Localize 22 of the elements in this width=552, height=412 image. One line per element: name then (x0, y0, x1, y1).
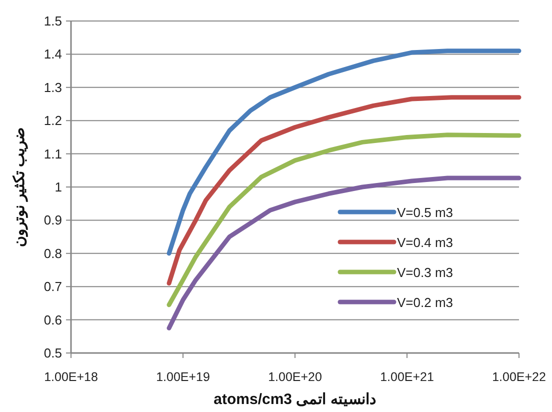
y-tick-label: 1 (54, 180, 62, 194)
y-tick-label: 0.5 (44, 346, 62, 360)
y-tick-label: 1.5 (44, 14, 62, 28)
y-tick-label: 0.6 (44, 312, 62, 328)
y-tick-label: 0.7 (44, 279, 62, 294)
y-tick-label: 1.1 (44, 146, 62, 162)
y-tick-label: 1.4 (44, 46, 62, 62)
x-tick-label: 1.00E+19 (156, 370, 210, 384)
x-axis-title: دانسیته اتمی atoms/cm3 (214, 391, 376, 408)
x-tick-label: 1.00E+21 (380, 370, 434, 384)
y-tick-label: 1.2 (44, 113, 62, 128)
y-tick-label: 0.9 (44, 212, 62, 228)
x-tick-label: 1.00E+22 (492, 370, 546, 384)
x-tick-label: 1.00E+18 (44, 370, 98, 384)
y-axis-title: ضریب تکثیر نوترون (11, 126, 28, 248)
legend-label: V=0.2 m3 (397, 295, 454, 310)
x-tick-label: 1.00E+20 (268, 370, 322, 384)
y-tick-label: 1.3 (44, 80, 62, 95)
legend-label: V=0.4 m3 (397, 235, 454, 250)
y-tick-label: 0.8 (44, 246, 62, 261)
legend-label: V=0.3 m3 (397, 265, 454, 280)
legend-label: V=0.5 m3 (397, 205, 454, 220)
